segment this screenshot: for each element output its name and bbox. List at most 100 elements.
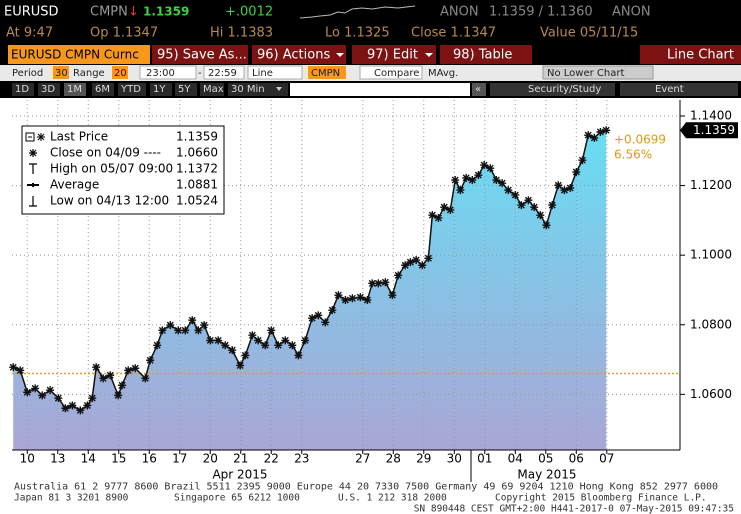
legend-icon (27, 183, 39, 187)
legend-value: 1.1372 (176, 162, 218, 176)
x-tick-label: 30 (447, 452, 462, 466)
range-label[interactable]: 1D (15, 84, 29, 95)
range-button[interactable] (175, 83, 197, 96)
start[interactable]: 23:00 (146, 68, 175, 79)
x-tick-label: 14 (81, 452, 96, 466)
security[interactable]: EURUSD CMPN Curnc (11, 48, 139, 62)
range-button[interactable] (228, 83, 288, 96)
marker (517, 201, 526, 210)
source-field[interactable] (308, 66, 346, 79)
range-button[interactable] (64, 83, 86, 96)
marker (446, 205, 455, 214)
marker (254, 336, 263, 345)
x-tick-label: 29 (416, 452, 431, 466)
range-label[interactable]: YTD (120, 84, 141, 95)
marker (38, 391, 47, 400)
source-setting[interactable]: CMPN (311, 68, 340, 79)
start-field[interactable] (139, 65, 197, 80)
marker (374, 279, 383, 288)
back[interactable]: « (475, 84, 481, 95)
mavg[interactable]: MAvg. (428, 68, 458, 79)
range-button[interactable] (12, 83, 34, 96)
range-label[interactable]: 30 Min (231, 84, 265, 95)
range-buttons: 1D 3D 1M 6M YTD 1Y 5Y Max 30 Min (12, 83, 288, 96)
x-tick-label: 17 (172, 452, 187, 466)
marker (83, 401, 92, 410)
edit-label[interactable]: 97) Edit (367, 48, 418, 63)
style[interactable]: Line (252, 68, 273, 79)
actions-button[interactable] (252, 45, 346, 64)
x-tick-label: 21 (233, 452, 248, 466)
range-label[interactable]: 1Y (153, 84, 166, 95)
view-button[interactable] (640, 45, 741, 64)
marker (261, 341, 270, 350)
edit-button[interactable] (352, 45, 436, 64)
range-label[interactable]: 6M (95, 84, 110, 95)
save-button[interactable] (152, 45, 248, 64)
event[interactable]: Event (655, 84, 684, 95)
back-button[interactable] (472, 83, 486, 96)
lower-chart[interactable]: No Lower Chart (547, 68, 624, 79)
compare[interactable]: Compare (374, 68, 419, 79)
compare-field[interactable] (359, 65, 423, 80)
range-button[interactable] (150, 83, 172, 96)
range-button[interactable] (200, 83, 224, 96)
style-field[interactable] (247, 65, 303, 80)
x-tick-label: 04 (508, 452, 523, 466)
marker (106, 371, 115, 380)
period[interactable]: 30 (55, 68, 68, 79)
marker (76, 406, 85, 415)
marker (174, 326, 183, 335)
range-label[interactable]: 5Y (178, 84, 191, 95)
range-label[interactable]: 1M (67, 84, 82, 95)
range[interactable]: 20 (114, 68, 127, 79)
x-tick-label: 05 (538, 452, 553, 466)
range-label: Range (73, 68, 105, 79)
actions-label[interactable]: 96) Actions (257, 48, 330, 63)
marker (248, 331, 257, 340)
study-button[interactable] (490, 83, 615, 96)
marker (492, 176, 501, 185)
marker (314, 311, 323, 320)
lower-chart-field[interactable] (542, 65, 654, 80)
period-field[interactable] (53, 66, 69, 79)
marker (406, 258, 415, 267)
table-label[interactable]: 98) Table (453, 48, 512, 63)
range-button[interactable] (118, 83, 146, 96)
footer-singapore: Singapore 65 6212 1000 (174, 493, 300, 504)
search-field[interactable] (290, 83, 470, 96)
marker (301, 336, 310, 345)
marker (572, 168, 581, 177)
marker (200, 321, 209, 330)
quote-low: Lo 1.1325 (325, 26, 390, 41)
marker (166, 321, 175, 330)
range-label[interactable]: 3D (41, 84, 55, 95)
marker (281, 336, 290, 345)
study[interactable]: Security/Study (528, 84, 601, 95)
x-tick-label: 20 (203, 452, 218, 466)
table-button[interactable] (440, 45, 532, 64)
end-field[interactable] (203, 65, 245, 80)
marker (68, 401, 77, 410)
source: CMPN (90, 5, 128, 20)
dropdown-arrow (425, 53, 433, 57)
range-field[interactable] (112, 66, 128, 79)
end[interactable]: 22:59 (208, 68, 237, 79)
range-label[interactable]: Max (203, 84, 224, 95)
marker (401, 261, 410, 270)
sparkline (299, 5, 416, 19)
marker (206, 336, 215, 345)
event-button[interactable] (620, 83, 738, 96)
y-tick-label: 1.1000 (690, 248, 732, 262)
legend-icon (29, 196, 37, 207)
range-button[interactable] (38, 83, 60, 96)
security-box[interactable] (8, 45, 150, 64)
marker (590, 133, 599, 142)
view-label[interactable]: Line Chart (667, 48, 734, 63)
marker (146, 356, 155, 365)
month-label: May 2015 (517, 468, 576, 482)
ask-source: ANON (612, 5, 651, 20)
marker (462, 173, 471, 182)
range-button[interactable] (92, 83, 114, 96)
save-label[interactable]: 95) Save As... (157, 48, 247, 63)
